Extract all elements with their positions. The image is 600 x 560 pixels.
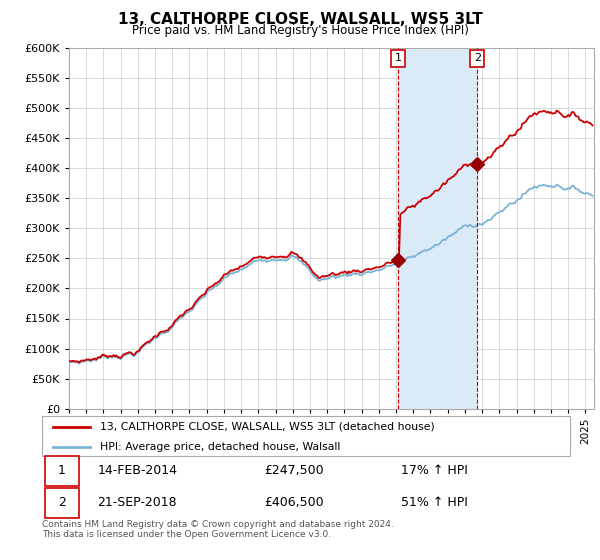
Bar (398, 48, 477, 409)
Text: 2: 2 (58, 496, 66, 510)
Text: 51% ↑ HPI: 51% ↑ HPI (401, 496, 468, 510)
Text: Price paid vs. HM Land Registry's House Price Index (HPI): Price paid vs. HM Land Registry's House … (131, 24, 469, 37)
Text: 14-FEB-2014: 14-FEB-2014 (97, 464, 178, 478)
FancyBboxPatch shape (44, 456, 79, 486)
Text: 2: 2 (474, 53, 481, 63)
Text: 1: 1 (395, 53, 401, 63)
Text: HPI: Average price, detached house, Walsall: HPI: Average price, detached house, Wals… (100, 442, 340, 452)
FancyBboxPatch shape (42, 416, 570, 456)
Text: 21-SEP-2018: 21-SEP-2018 (97, 496, 177, 510)
Text: £247,500: £247,500 (264, 464, 323, 478)
Text: £406,500: £406,500 (264, 496, 323, 510)
Text: Contains HM Land Registry data © Crown copyright and database right 2024.
This d: Contains HM Land Registry data © Crown c… (42, 520, 394, 539)
Text: 1: 1 (58, 464, 66, 478)
Text: 17% ↑ HPI: 17% ↑ HPI (401, 464, 468, 478)
Text: 13, CALTHORPE CLOSE, WALSALL, WS5 3LT (detached house): 13, CALTHORPE CLOSE, WALSALL, WS5 3LT (d… (100, 422, 435, 432)
Text: 13, CALTHORPE CLOSE, WALSALL, WS5 3LT: 13, CALTHORPE CLOSE, WALSALL, WS5 3LT (118, 12, 482, 27)
FancyBboxPatch shape (44, 488, 79, 517)
